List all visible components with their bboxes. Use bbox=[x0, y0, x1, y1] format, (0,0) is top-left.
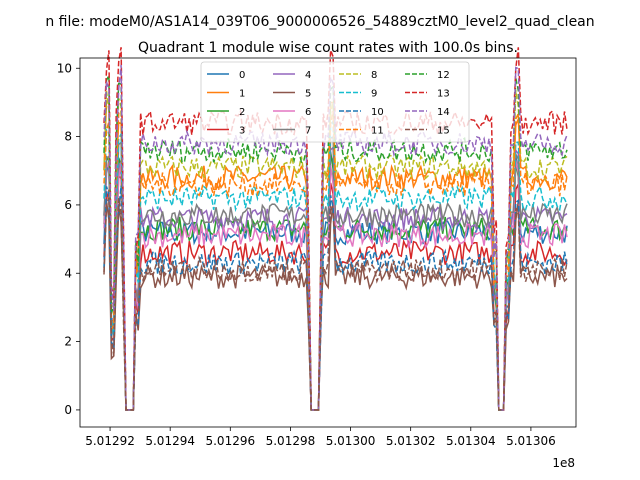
legend-label-3: 3 bbox=[239, 126, 245, 137]
y-tick-label: 0 bbox=[64, 403, 72, 417]
series-line-10 bbox=[103, 185, 568, 411]
axes: 5.01292 5.01294 5.01296 5.01298 5.01300 5.013… bbox=[57, 57, 577, 448]
series-line-6 bbox=[103, 159, 568, 411]
legend-label-0: 0 bbox=[239, 70, 245, 81]
legend-label-10: 10 bbox=[371, 107, 384, 118]
y-tick-label: 4 bbox=[64, 266, 72, 280]
chart-title: Quadrant 1 module wise count rates with … bbox=[138, 40, 518, 56]
x-tick-label: 5.01304 bbox=[446, 434, 496, 448]
y-tick-label: 8 bbox=[64, 130, 72, 144]
x-tick-label: 5.01296 bbox=[205, 434, 255, 448]
x-tick-label: 5.01300 bbox=[326, 434, 376, 448]
y-tick-label: 10 bbox=[57, 61, 72, 75]
series-line-7 bbox=[103, 136, 568, 411]
x-tick-label: 5.01298 bbox=[266, 434, 316, 448]
legend-label-5: 5 bbox=[305, 89, 311, 100]
legend-label-7: 7 bbox=[305, 126, 311, 137]
series-line-15 bbox=[103, 197, 568, 411]
legend-label-15: 15 bbox=[437, 126, 450, 137]
x-tick-label: 5.01302 bbox=[386, 434, 436, 448]
legend-label-4: 4 bbox=[305, 70, 311, 81]
x-tick-label: 5.01292 bbox=[85, 434, 135, 448]
legend-label-2: 2 bbox=[239, 107, 245, 118]
legend-box bbox=[200, 61, 470, 143]
y-tick-label: 2 bbox=[64, 335, 72, 349]
figure-suptitle: n file: modeM0/AS1A14_039T06_9000006526_… bbox=[45, 14, 594, 30]
x-offset-label: 1e8 bbox=[552, 456, 575, 470]
series-line-12 bbox=[103, 75, 568, 411]
legend-label-6: 6 bbox=[305, 107, 311, 118]
x-tick-label: 5.01306 bbox=[506, 434, 556, 448]
legend-label-14: 14 bbox=[437, 107, 450, 118]
legend-label-9: 9 bbox=[371, 89, 377, 100]
series-line-11 bbox=[103, 109, 568, 411]
legend-label-13: 13 bbox=[437, 89, 450, 100]
series-line-9 bbox=[103, 119, 568, 411]
x-tick-label: 5.01294 bbox=[145, 434, 195, 448]
legend-label-8: 8 bbox=[371, 70, 377, 81]
legend-label-11: 11 bbox=[371, 126, 384, 137]
y-tick-label: 6 bbox=[64, 198, 72, 212]
legend-label-1: 1 bbox=[239, 89, 245, 100]
legend-label-12: 12 bbox=[437, 70, 450, 81]
axes-frame bbox=[79, 57, 577, 428]
series-lines bbox=[103, 47, 568, 411]
